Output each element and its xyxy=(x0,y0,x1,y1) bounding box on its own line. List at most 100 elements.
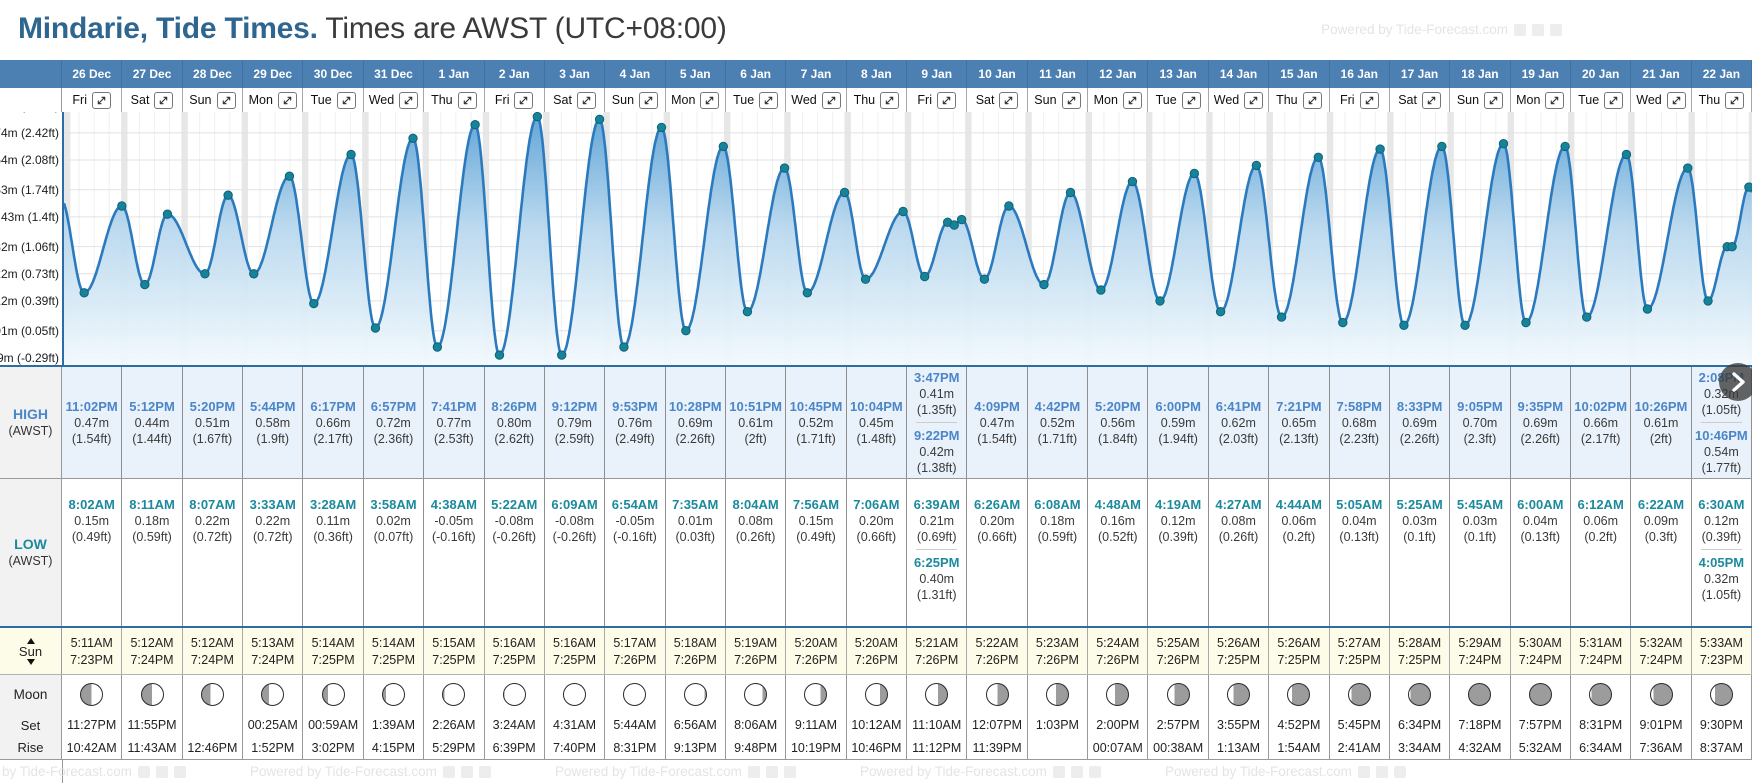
moon-rise-cell: 3:34AM xyxy=(1390,736,1451,759)
high-tide-height-m: 0.65m xyxy=(1281,416,1317,430)
expand-day-button[interactable] xyxy=(1181,91,1201,109)
expand-day-button[interactable] xyxy=(457,91,477,109)
day-header-cell: Fri xyxy=(907,88,968,112)
low-tide-height-ft: (-0.16ft) xyxy=(613,530,657,544)
high-tide-height-m: 0.59m xyxy=(1160,416,1196,430)
low-tide-cell: 3:33AM 0.22m (0.72ft) xyxy=(243,479,304,626)
expand-day-button[interactable] xyxy=(1725,91,1745,109)
y-axis-tick-label: 0.32m (1.06ft) xyxy=(0,239,59,254)
high-tide-height-m: 0.69m xyxy=(1522,416,1558,430)
expand-day-button[interactable] xyxy=(576,91,596,109)
low-tide-height-m: 0.15m xyxy=(74,514,110,528)
weekday-label: Tue xyxy=(1155,93,1177,107)
moon-rise-cell: 1:13AM xyxy=(1209,736,1270,759)
high-tide-time: 3:47PM xyxy=(913,370,960,385)
moon-set-cell: 2:00PM xyxy=(1088,714,1149,736)
sunset-time: 7:24PM xyxy=(1458,652,1502,667)
high-tide-cell: 5:20PM 0.51m (1.67ft) xyxy=(182,367,244,478)
tide-extreme-marker xyxy=(1155,296,1165,306)
tide-chart-row: 0.84m (2.76ft) 0.74m (2.42ft) 0.64m (2.08f… xyxy=(0,112,1752,367)
tide-extreme-marker xyxy=(979,274,990,284)
expand-icon xyxy=(1672,96,1681,104)
expand-day-button[interactable] xyxy=(639,91,659,109)
expand-day-button[interactable] xyxy=(399,91,419,109)
low-tide-cell: 7:06AM 0.20m (0.66ft) xyxy=(846,479,908,626)
low-tide-cell: 4:38AM -0.05m (-0.16ft) xyxy=(424,479,485,626)
sun-times-cell: 5:27AM 7:25PM xyxy=(1330,628,1390,674)
high-tide-time: 10:04PM xyxy=(849,399,903,414)
moon-phase-cell xyxy=(424,675,485,714)
low-tide-time: 6:25PM xyxy=(913,555,960,570)
expand-day-button[interactable] xyxy=(1302,91,1322,109)
expand-day-button[interactable] xyxy=(937,91,956,109)
moon-phase-icon xyxy=(623,683,647,706)
high-tide-height-ft: (2.36ft) xyxy=(373,432,414,446)
high-tide-cell: 4:09PM 0.47m (1.54ft) xyxy=(967,367,1028,478)
set-row-label: Set xyxy=(0,714,62,736)
moon-set-cell: 8:06AM xyxy=(726,714,787,736)
low-tide-height-ft: (0.07ft) xyxy=(373,530,414,544)
low-tide-time: 6:39AM xyxy=(913,497,960,512)
date-header-cell: 26 Dec xyxy=(62,60,123,88)
weekday-label: Fri xyxy=(72,93,87,107)
high-tide-cell: 9:53PM 0.76m (2.49ft) xyxy=(605,367,666,478)
low-tide-time: 6:12AM xyxy=(1577,497,1624,512)
moon-phase-cell xyxy=(786,675,847,714)
expand-day-button[interactable] xyxy=(91,91,111,109)
expand-day-button[interactable] xyxy=(700,91,720,109)
expand-day-button[interactable] xyxy=(1122,91,1142,109)
watermark-icon xyxy=(442,765,455,778)
expand-day-button[interactable] xyxy=(1061,91,1081,109)
expand-day-button[interactable] xyxy=(1545,91,1565,109)
high-tide-time: 6:00PM xyxy=(1155,399,1201,414)
sunset-time: 7:26PM xyxy=(1156,652,1200,667)
tide-extreme-marker xyxy=(1744,182,1752,192)
expand-day-button[interactable] xyxy=(880,91,900,109)
expand-day-button[interactable] xyxy=(759,91,779,109)
expand-day-button[interactable] xyxy=(821,91,841,109)
expand-day-button[interactable] xyxy=(277,91,297,109)
moon-phase-cell xyxy=(1390,675,1451,714)
next-page-button[interactable] xyxy=(1719,363,1752,401)
watermark-icon xyxy=(173,765,186,778)
low-tide-time: 8:02AM xyxy=(68,497,115,512)
sunrise-time: 5:14AM xyxy=(311,635,355,650)
low-tide-height-ft: (-0.16ft) xyxy=(431,530,476,544)
high-tide-time: 8:33PM xyxy=(1396,399,1443,414)
weekday-label: Thu xyxy=(853,93,876,107)
expand-day-button[interactable] xyxy=(1666,91,1686,109)
weekday-label: Thu xyxy=(1698,93,1721,107)
expand-icon xyxy=(1609,96,1618,104)
high-tide-cell: 11:02PM 0.47m (1.54ft) xyxy=(62,367,123,478)
moon-set-cell: 11:55PM xyxy=(122,714,183,736)
expand-day-button[interactable] xyxy=(154,91,174,109)
tide-extreme-marker xyxy=(1437,141,1447,152)
expand-day-button[interactable] xyxy=(1484,91,1504,109)
expand-day-button[interactable] xyxy=(1359,91,1379,109)
high-tide-height-m: 0.61m xyxy=(738,416,773,430)
low-label: LOW xyxy=(14,536,47,552)
sunset-arrow-icon xyxy=(26,658,35,665)
day-header-cell: Sat xyxy=(545,88,606,112)
date-header-cell: 5 Jan xyxy=(666,60,726,88)
expand-day-button[interactable] xyxy=(999,91,1019,109)
expand-day-button[interactable] xyxy=(1604,91,1624,109)
tide-extreme-marker xyxy=(949,220,959,230)
sunset-time: 7:24PM xyxy=(1518,652,1562,667)
expand-day-button[interactable] xyxy=(216,91,236,109)
sunrise-time: 5:12AM xyxy=(130,635,174,650)
tide-extreme-marker xyxy=(223,190,233,200)
expand-day-button[interactable] xyxy=(1421,91,1441,109)
low-tide-height-m: 0.12m xyxy=(1160,514,1196,528)
sun-times-cell: 5:12AM 7:24PM xyxy=(122,628,183,674)
tide-curve xyxy=(64,115,1752,357)
watermark-text: Powered by Tide-Forecast.com xyxy=(1165,764,1352,779)
expand-icon xyxy=(97,96,106,104)
low-tide-time: 6:00AM xyxy=(1517,497,1564,512)
tide-extreme-marker xyxy=(370,323,381,333)
expand-day-button[interactable] xyxy=(1244,91,1264,109)
expand-day-button[interactable] xyxy=(336,91,356,109)
expand-day-button[interactable] xyxy=(514,91,534,109)
moon-phase-icon xyxy=(985,683,1009,706)
low-tide-height-ft: (0.26ft) xyxy=(1218,530,1259,544)
